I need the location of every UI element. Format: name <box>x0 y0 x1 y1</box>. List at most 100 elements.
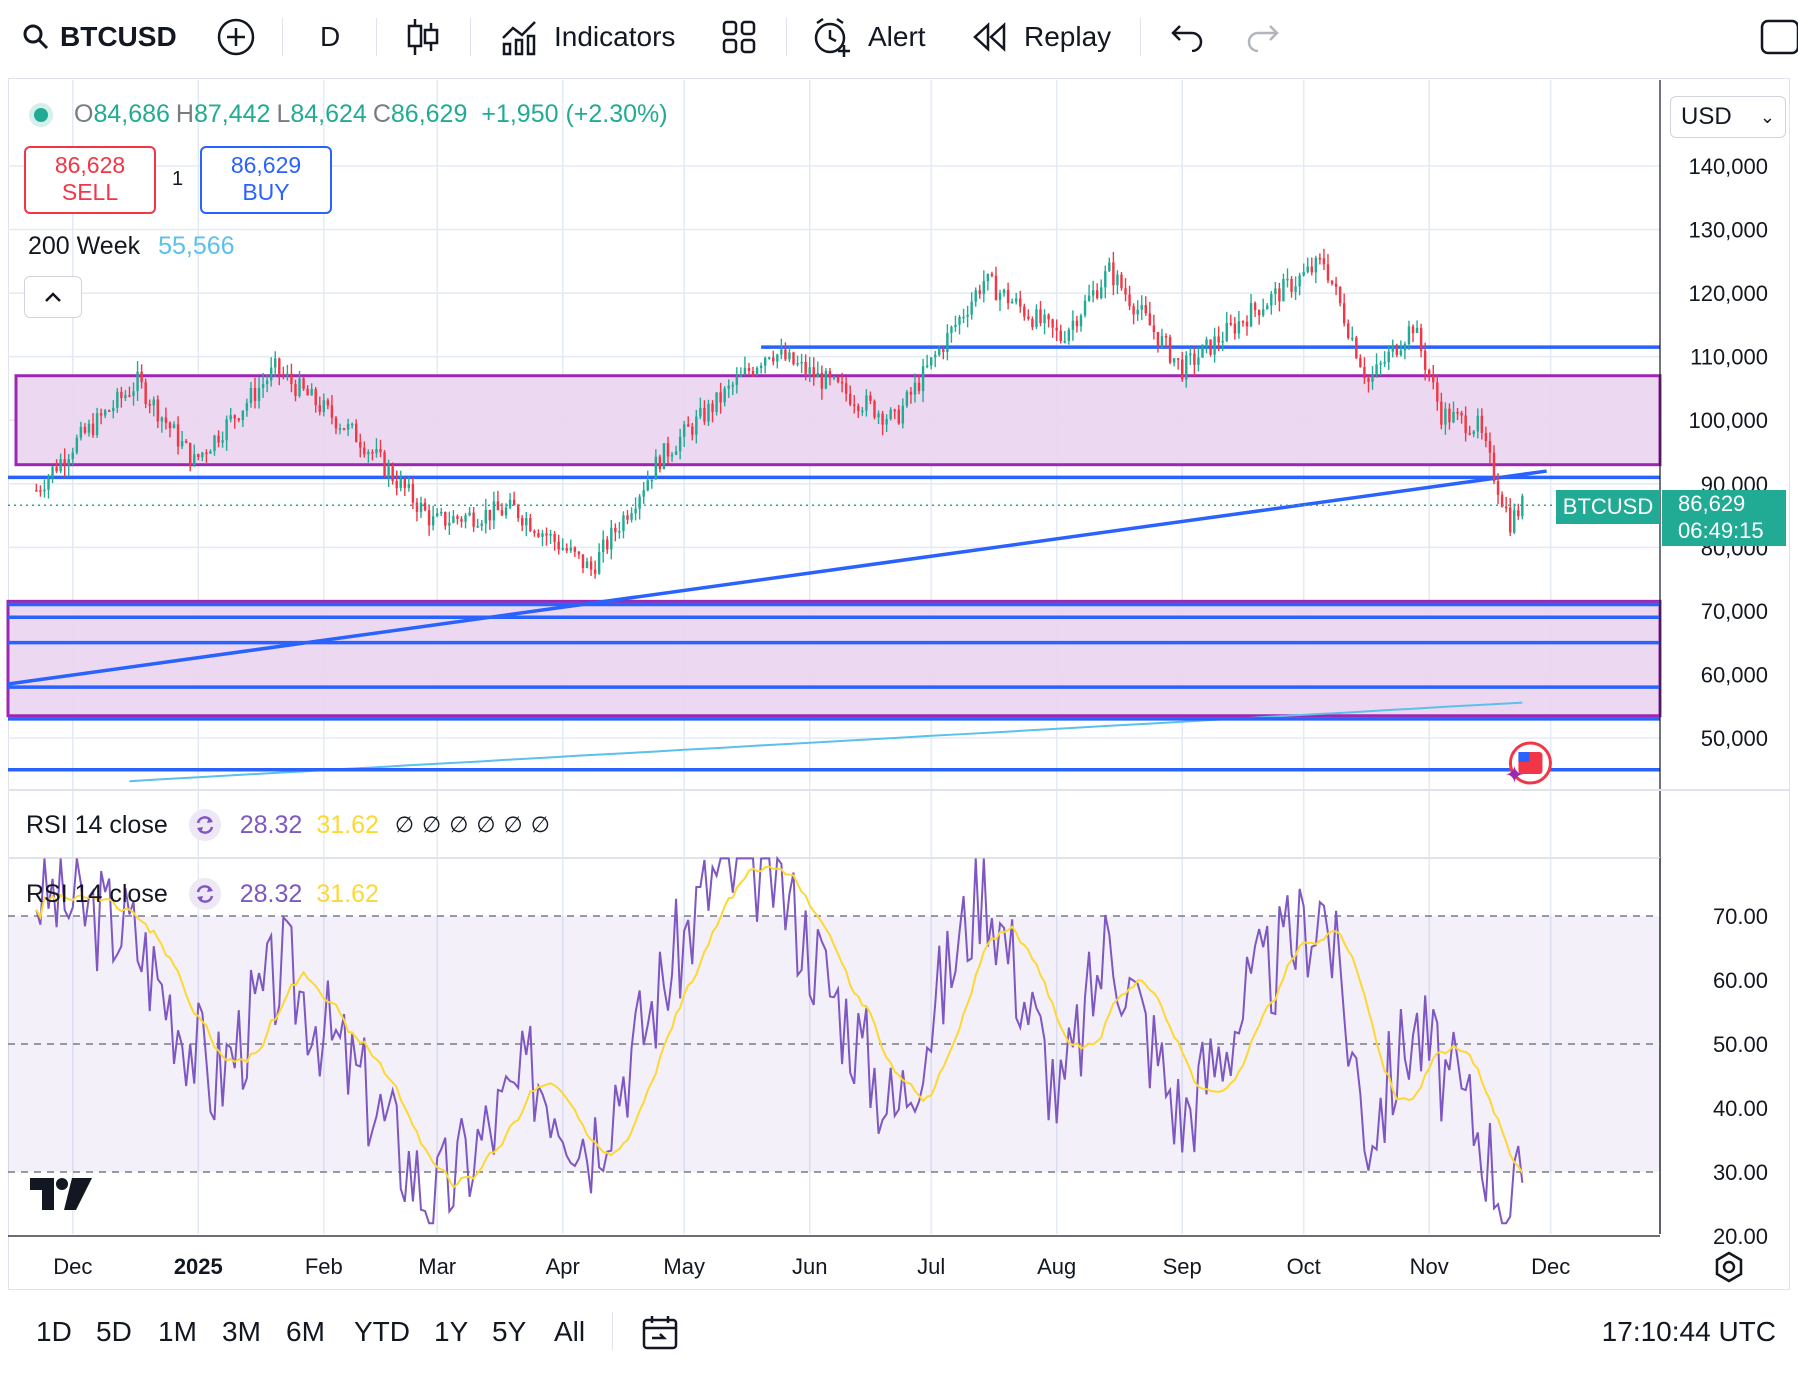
candle <box>476 518 479 528</box>
candle-body <box>43 489 46 492</box>
candle <box>63 448 66 477</box>
candle-body <box>1415 327 1419 334</box>
candle <box>516 503 520 522</box>
candle-body <box>464 515 467 522</box>
candle <box>897 404 900 425</box>
candle-body <box>1144 304 1147 314</box>
candle-body <box>674 451 678 455</box>
symbol-search[interactable]: BTCUSD <box>22 14 177 60</box>
candle <box>998 289 1002 312</box>
candle-body <box>188 442 192 466</box>
candle <box>521 515 524 532</box>
buy-button[interactable]: 86,629 BUY <box>200 146 332 214</box>
candle-body <box>1221 341 1224 343</box>
fullscreen-button[interactable] <box>1760 14 1798 60</box>
candle-body <box>391 466 394 481</box>
candle-body <box>626 515 629 520</box>
range-button-6m[interactable]: 6M <box>286 1316 325 1347</box>
candle-body <box>695 416 698 435</box>
range-button-all[interactable]: All <box>554 1316 586 1347</box>
alert-button[interactable]: Alert <box>812 14 926 60</box>
range-button-1m[interactable]: 1M <box>158 1316 197 1347</box>
replay-button[interactable]: Replay <box>972 14 1111 60</box>
candle-body <box>407 484 411 488</box>
candle-body <box>516 505 520 519</box>
range-button-5d[interactable]: 5D <box>96 1316 132 1347</box>
collapse-legend-button[interactable] <box>24 276 82 318</box>
candle-body <box>306 388 309 396</box>
candle <box>638 493 641 520</box>
candle <box>938 345 941 357</box>
range-button-1d[interactable]: 1D <box>36 1316 72 1347</box>
candle <box>946 324 949 361</box>
candle-body <box>456 516 459 519</box>
candle-body <box>334 417 338 429</box>
chevron-down-icon: ⌄ <box>1759 107 1775 127</box>
candle <box>1261 298 1265 318</box>
candle <box>387 459 390 488</box>
candle <box>1201 344 1204 358</box>
candle-body <box>784 349 787 360</box>
layouts-button[interactable] <box>722 14 756 60</box>
candle <box>719 382 722 414</box>
rsi-legend-2[interactable]: RSI 14 close 28.32 31.62 <box>26 877 379 911</box>
settings-icon[interactable] <box>1712 1250 1746 1284</box>
candle-body <box>51 466 54 478</box>
candle <box>124 390 127 402</box>
tradingview-logo-icon <box>30 1178 92 1210</box>
candle <box>294 379 297 402</box>
candle-body <box>1128 294 1131 307</box>
indicators-button[interactable]: Indicators <box>500 14 675 60</box>
time-tick-label: Mar <box>418 1254 456 1279</box>
undo-button[interactable] <box>1170 14 1204 60</box>
candle <box>1326 254 1330 284</box>
candle-body <box>172 424 176 429</box>
candle-body <box>962 316 965 319</box>
candle-body <box>715 392 718 412</box>
range-button-1y[interactable]: 1Y <box>434 1316 469 1347</box>
candle <box>1444 402 1447 435</box>
chart-type-button[interactable] <box>406 14 440 60</box>
candle-body <box>897 409 900 424</box>
interval-button[interactable]: D <box>320 14 340 60</box>
range-button-5y[interactable]: 5Y <box>492 1316 527 1347</box>
candle-body <box>452 516 455 523</box>
candle <box>1120 271 1123 291</box>
candle-body <box>1310 266 1313 273</box>
range-button-3m[interactable]: 3M <box>222 1316 261 1347</box>
candle-body <box>1083 300 1087 316</box>
candle <box>1359 354 1362 368</box>
candle-body <box>1298 275 1301 287</box>
candle <box>905 389 909 408</box>
us-flag-icon <box>1518 752 1530 762</box>
price-tick-label: 50,000 <box>1701 726 1768 751</box>
clock[interactable]: 17:10:44 UTC <box>1601 1316 1776 1347</box>
candle <box>1108 257 1111 272</box>
candle <box>597 543 601 575</box>
candle-body <box>780 349 783 355</box>
candle <box>1411 324 1415 343</box>
candle-body <box>929 357 933 366</box>
candle-body <box>1500 494 1504 507</box>
candle <box>1460 410 1463 424</box>
currency-select[interactable]: USD ⌄ <box>1670 96 1786 138</box>
candle-body <box>877 413 880 418</box>
candle-body <box>1436 382 1439 402</box>
date-range-icon[interactable] <box>642 1314 678 1350</box>
sell-button[interactable]: 86,628 SELL <box>24 146 156 214</box>
price-tick-label: 120,000 <box>1688 281 1768 306</box>
compare-button[interactable] <box>216 14 256 60</box>
candle-body <box>229 415 232 420</box>
candle <box>261 373 265 398</box>
range-button-ytd[interactable]: YTD <box>354 1316 410 1347</box>
candle-body <box>176 424 180 447</box>
rsi-legend-1[interactable]: RSI 14 close 28.32 31.62 ∅∅∅∅∅∅ <box>26 808 558 842</box>
candle <box>792 351 795 366</box>
redo-button[interactable] <box>1246 14 1280 60</box>
candle-body <box>1201 344 1204 358</box>
order-quantity[interactable]: 1 <box>172 168 184 190</box>
symbol-name: BTCUSD <box>60 21 177 52</box>
candle <box>917 374 921 395</box>
ma-legend[interactable]: 200 Week 55,566 <box>28 232 235 261</box>
